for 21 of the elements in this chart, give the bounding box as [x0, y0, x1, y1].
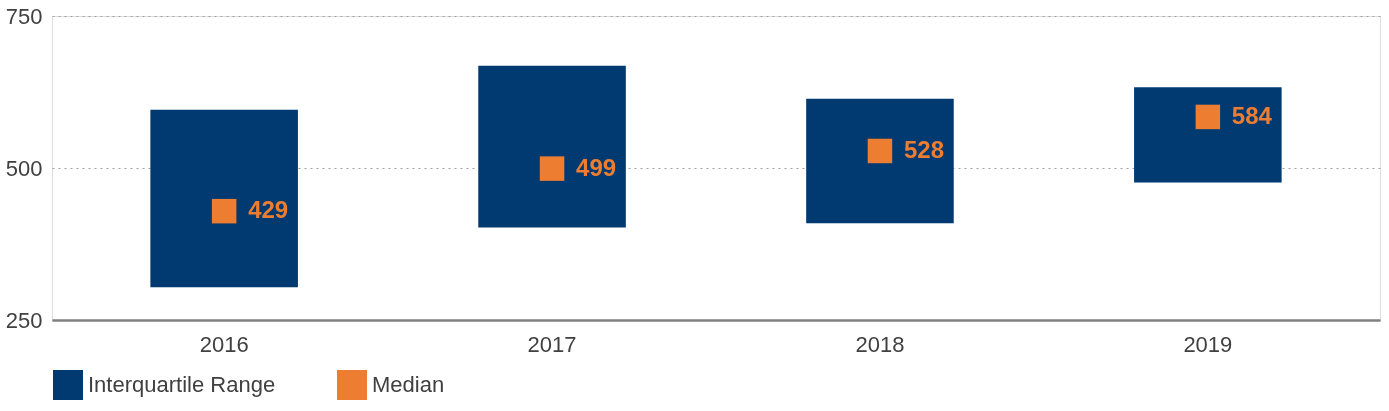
x-tick-label: 2019	[1183, 331, 1233, 357]
point	[539, 156, 565, 181]
data-label: 528	[903, 135, 944, 163]
bar	[1134, 87, 1282, 183]
point	[1195, 104, 1221, 130]
x-tick-label: 2016	[199, 331, 249, 357]
data-label: 429	[248, 196, 289, 224]
legend-label: Interquartile Range	[88, 372, 276, 397]
y-tick-label: 500	[5, 155, 43, 181]
legend-label: Median	[372, 372, 445, 397]
bar	[806, 98, 954, 224]
y-tick-label: 750	[5, 3, 43, 29]
y-tick-label: 250	[5, 307, 43, 333]
bar	[150, 109, 298, 288]
data-label: 499	[576, 153, 617, 181]
data-label: 584	[1231, 101, 1273, 129]
point	[211, 198, 237, 224]
x-tick-label: 2018	[855, 331, 905, 357]
point	[867, 138, 893, 164]
bar	[478, 65, 626, 228]
x-tick-label: 2017	[527, 331, 577, 357]
